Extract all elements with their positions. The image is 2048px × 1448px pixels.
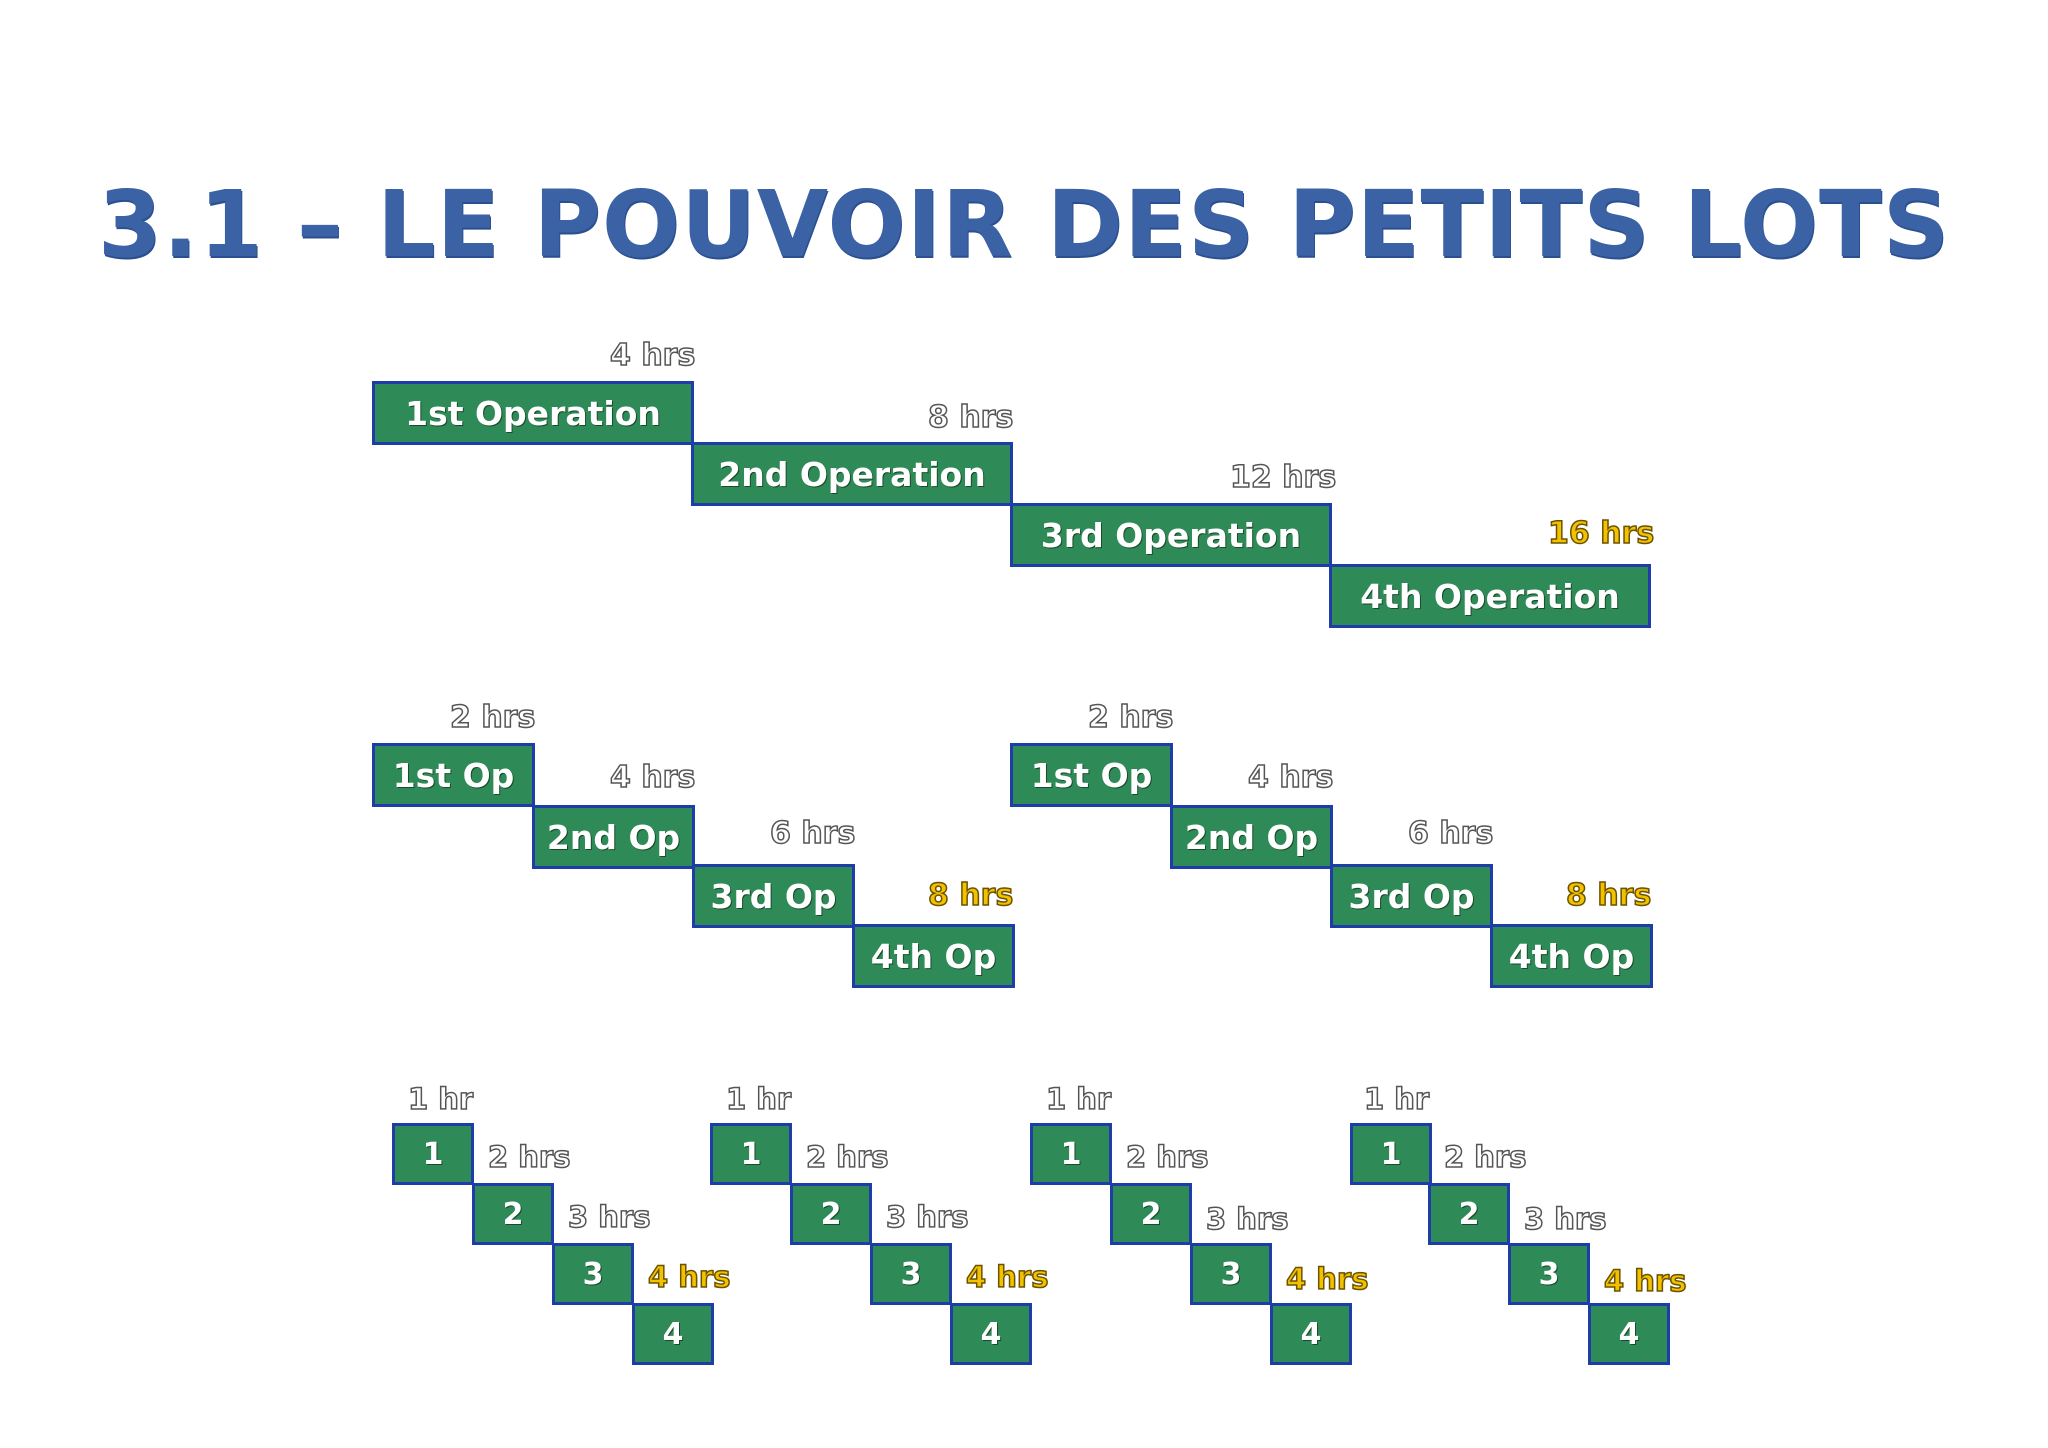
d3-4-box-3: 3	[1508, 1243, 1590, 1305]
d3-1-label-2: 2 hrs	[487, 1139, 571, 1175]
d3-1-box-4: 4	[632, 1303, 714, 1365]
d2a-label-1: 2 hrs	[449, 699, 536, 736]
d3-3-label-3: 3 hrs	[1205, 1201, 1289, 1237]
d1-box-1: 1st Operation	[372, 381, 694, 445]
d2a-label-3: 6 hrs	[769, 815, 856, 852]
d2a-box-3: 3rd Op	[692, 864, 855, 928]
d2b-box-2: 2nd Op	[1170, 805, 1333, 869]
d3-1-box-3: 3	[552, 1243, 634, 1305]
d3-4-label-1: 1 hr	[1363, 1081, 1430, 1117]
d2b-label-1: 2 hrs	[1087, 699, 1174, 736]
d2b-box-3: 3rd Op	[1330, 864, 1493, 928]
d1-label-2: 8 hrs	[927, 399, 1014, 436]
d2a-box-1: 1st Op	[372, 743, 535, 807]
d1-label-4: 16 hrs	[1547, 515, 1655, 552]
d2b-label-4: 8 hrs	[1565, 877, 1652, 914]
d3-2-box-2: 2	[790, 1183, 872, 1245]
d3-1-box-2: 2	[472, 1183, 554, 1245]
d3-2-box-4: 4	[950, 1303, 1032, 1365]
d2b-label-2: 4 hrs	[1247, 759, 1334, 796]
d1-box-3: 3rd Operation	[1010, 503, 1332, 567]
d1-label-1: 4 hrs	[609, 337, 696, 374]
d2a-box-2: 2nd Op	[532, 805, 695, 869]
d3-3-box-3: 3	[1190, 1243, 1272, 1305]
d3-3-box-2: 2	[1110, 1183, 1192, 1245]
d3-3-box-1: 1	[1030, 1123, 1112, 1185]
d3-3-label-4: 4 hrs	[1285, 1261, 1369, 1297]
d3-1-box-1: 1	[392, 1123, 474, 1185]
d3-1-label-1: 1 hr	[407, 1081, 474, 1117]
d3-2-label-1: 1 hr	[725, 1081, 792, 1117]
d2a-box-4: 4th Op	[852, 924, 1015, 988]
d3-4-box-1: 1	[1350, 1123, 1432, 1185]
d3-4-box-2: 2	[1428, 1183, 1510, 1245]
d3-4-label-2: 2 hrs	[1443, 1139, 1527, 1175]
d1-box-4: 4th Operation	[1329, 564, 1651, 628]
d3-1-label-4: 4 hrs	[647, 1259, 731, 1295]
d1-label-3: 12 hrs	[1229, 459, 1337, 496]
d2a-label-2: 4 hrs	[609, 759, 696, 796]
d3-3-label-1: 1 hr	[1045, 1081, 1112, 1117]
title-reflection: 3.1 – LE POUVOIR DES PETITS LOTS	[0, 198, 2048, 258]
d1-box-2: 2nd Operation	[691, 442, 1013, 506]
d3-2-label-2: 2 hrs	[805, 1139, 889, 1175]
d3-2-label-3: 3 hrs	[885, 1199, 969, 1235]
d3-2-box-1: 1	[710, 1123, 792, 1185]
d2b-box-1: 1st Op	[1010, 743, 1173, 807]
d2a-label-4: 8 hrs	[927, 877, 1014, 914]
d2b-label-3: 6 hrs	[1407, 815, 1494, 852]
d3-3-box-4: 4	[1270, 1303, 1352, 1365]
d3-1-label-3: 3 hrs	[567, 1199, 651, 1235]
d3-4-box-4: 4	[1588, 1303, 1670, 1365]
d3-2-label-4: 4 hrs	[965, 1259, 1049, 1295]
d3-3-label-2: 2 hrs	[1125, 1139, 1209, 1175]
d3-2-box-3: 3	[870, 1243, 952, 1305]
d2b-box-4: 4th Op	[1490, 924, 1653, 988]
d3-4-label-4: 4 hrs	[1603, 1263, 1687, 1299]
d3-4-label-3: 3 hrs	[1523, 1201, 1607, 1237]
page-title: 3.1 – LE POUVOIR DES PETITS LOTS	[97, 171, 1951, 278]
